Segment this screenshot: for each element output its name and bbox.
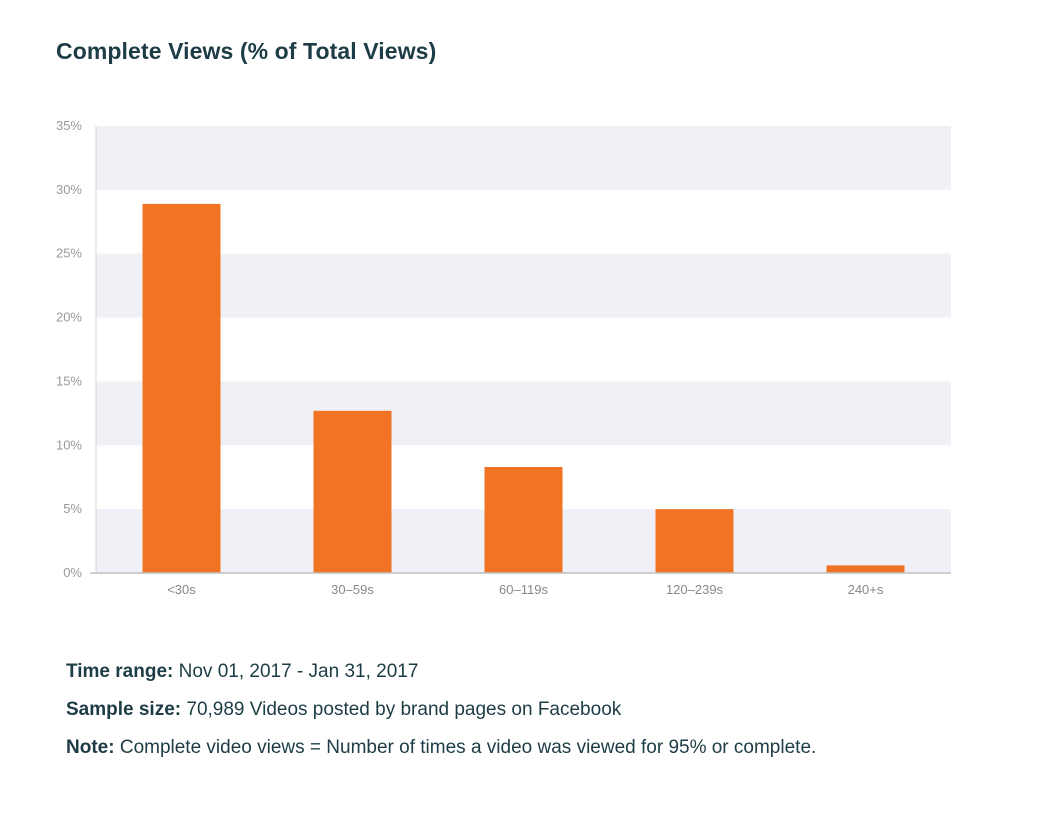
bar: [142, 203, 221, 574]
grid-band: [96, 126, 951, 190]
grid-band: [96, 253, 951, 318]
y-tick-label: 5%: [63, 501, 82, 516]
bar: [313, 410, 392, 573]
x-axis: <30s 30–59s 60–119s 120–239s 240+s: [90, 572, 951, 597]
sample-size-note: Sample size: 70,989 Videos posted by bra…: [66, 698, 816, 736]
bar-chart: 0% 5% 10% 15% 20% 25% 30% 35% <30s 30–59s 60–119s…: [56, 118, 951, 597]
sample-size-value: 70,989 Videos posted by brand pages on F…: [181, 699, 622, 720]
chart-title: Complete Views (% of Total Views): [56, 38, 437, 64]
y-tick-label: 35%: [56, 118, 82, 133]
y-axis: 0% 5% 10% 15% 20% 25% 30% 35%: [56, 118, 97, 580]
y-tick-label: 20%: [56, 310, 82, 325]
x-tick-label: 240+s: [848, 582, 884, 597]
y-tick-label: 15%: [56, 373, 82, 388]
x-tick-label: 30–59s: [331, 582, 374, 597]
grid-band: [96, 381, 951, 446]
x-tick-label: 60–119s: [499, 582, 548, 597]
bars: [142, 203, 905, 574]
x-tick-label: <30s: [167, 582, 196, 597]
definition-label: Note:: [66, 737, 115, 758]
sample-size-label: Sample size:: [66, 699, 182, 720]
time-range-note: Time range: Nov 01, 2017 - Jan 31, 2017: [66, 660, 816, 698]
time-range-label: Time range:: [66, 661, 174, 682]
y-tick-label: 10%: [56, 437, 82, 452]
definition-value: Complete video views = Number of times a…: [114, 737, 817, 758]
bar: [826, 565, 905, 573]
y-tick-label: 30%: [56, 182, 82, 197]
y-tick-label: 0%: [63, 565, 82, 580]
bar: [484, 466, 563, 573]
time-range-value: Nov 01, 2017 - Jan 31, 2017: [173, 661, 419, 682]
x-tick-label: 120–239s: [666, 582, 724, 597]
chart-notes: Time range: Nov 01, 2017 - Jan 31, 2017 …: [66, 660, 816, 774]
bar: [655, 509, 734, 573]
y-tick-label: 25%: [56, 246, 82, 261]
definition-note: Note: Complete video views = Number of t…: [66, 736, 816, 774]
